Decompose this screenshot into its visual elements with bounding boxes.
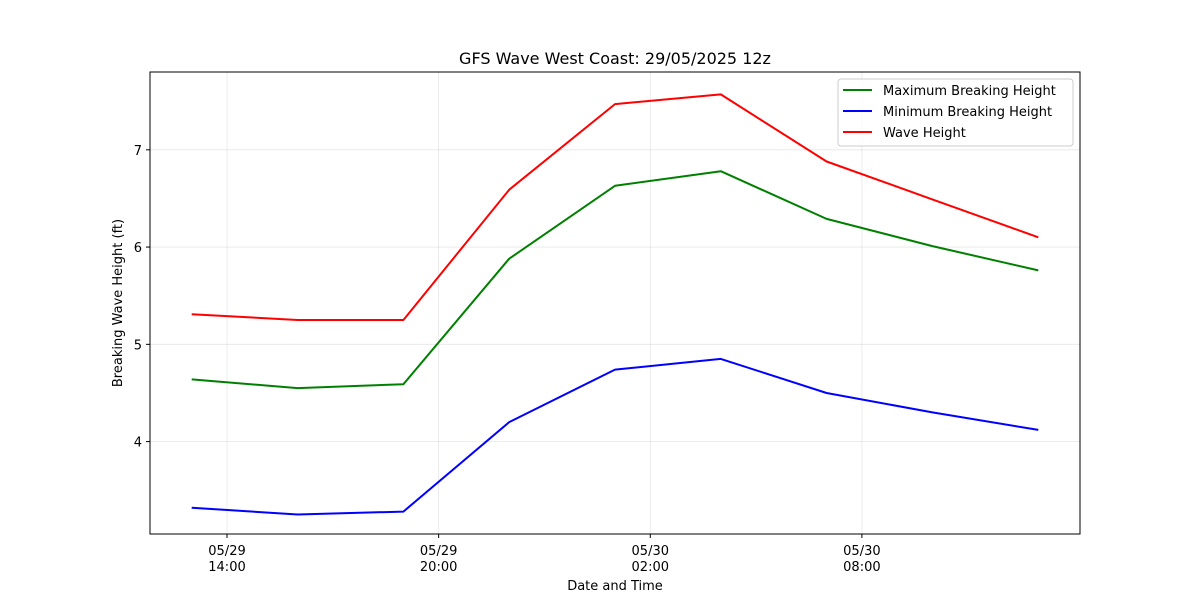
y-tick-label: 5 <box>134 338 142 353</box>
x-tick-label-line: 14:00 <box>208 560 245 575</box>
x-tick-label: 05/30 08:00 <box>843 544 880 575</box>
x-tick-label-line: 05/29 <box>208 544 245 559</box>
y-tick-label: 4 <box>134 436 142 451</box>
x-tick-label-line: 05/29 <box>420 544 457 559</box>
series-line-maximum-breaking-height <box>191 170 1039 390</box>
legend-box <box>837 78 1074 147</box>
y-tick-label: 6 <box>134 241 142 256</box>
y-axis-label: Breaking Wave Height (ft) <box>111 219 126 387</box>
plot-frame <box>149 71 1081 535</box>
legend-label: Minimum Breaking Height <box>883 105 1052 120</box>
x-tick-label-line: 08:00 <box>843 560 880 575</box>
x-tick-label: 05/30 02:00 <box>632 544 669 575</box>
series-line-wave-height <box>191 93 1039 321</box>
x-tick-label: 05/29 14:00 <box>208 544 245 575</box>
x-tick-label-line: 02:00 <box>632 560 669 575</box>
y-tick-label: 7 <box>134 144 142 159</box>
x-tick-label-line: 05/30 <box>632 544 669 559</box>
series-line-minimum-breaking-height <box>191 357 1039 516</box>
x-tick-label-line: 20:00 <box>420 560 457 575</box>
x-axis-label: Date and Time <box>567 579 663 594</box>
legend-label: Maximum Breaking Height <box>883 84 1056 99</box>
series-lines <box>191 93 1039 516</box>
grid <box>150 72 1080 534</box>
x-tick-label-line: 05/30 <box>843 544 880 559</box>
legend-label: Wave Height <box>883 126 966 141</box>
chart-title: GFS Wave West Coast: 29/05/2025 12z <box>459 49 771 68</box>
x-tick-label: 05/29 20:00 <box>420 544 457 575</box>
legend: Maximum Breaking Height Minimum Breaking … <box>837 78 1074 147</box>
